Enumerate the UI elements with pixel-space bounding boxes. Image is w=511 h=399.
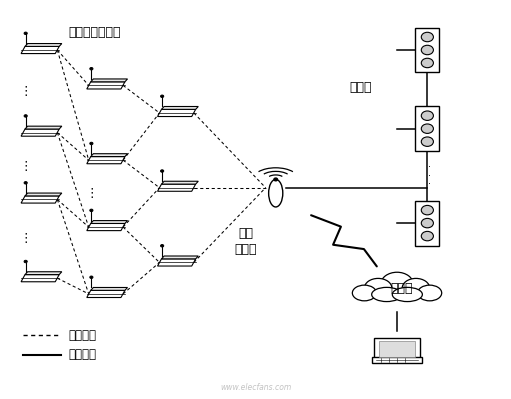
Polygon shape <box>21 196 59 203</box>
Circle shape <box>24 182 27 184</box>
Text: 城域网: 城域网 <box>391 282 413 294</box>
Circle shape <box>90 67 93 70</box>
Polygon shape <box>21 129 59 136</box>
Polygon shape <box>91 288 128 290</box>
Circle shape <box>90 276 93 279</box>
Polygon shape <box>157 109 196 117</box>
Circle shape <box>421 218 433 228</box>
Circle shape <box>24 115 27 117</box>
Ellipse shape <box>353 285 377 301</box>
FancyBboxPatch shape <box>415 201 439 245</box>
Circle shape <box>421 137 433 146</box>
Polygon shape <box>25 126 62 129</box>
Text: ⋮: ⋮ <box>19 85 32 98</box>
Polygon shape <box>161 256 198 259</box>
Circle shape <box>421 124 433 133</box>
Polygon shape <box>21 275 59 282</box>
FancyBboxPatch shape <box>415 28 439 72</box>
Ellipse shape <box>392 287 423 302</box>
Polygon shape <box>87 290 125 298</box>
Polygon shape <box>157 184 196 191</box>
Circle shape <box>421 58 433 68</box>
Text: 无线传感器节点: 无线传感器节点 <box>68 26 121 39</box>
Circle shape <box>274 178 277 181</box>
Text: ⋮: ⋮ <box>19 232 32 245</box>
Polygon shape <box>87 82 125 89</box>
Ellipse shape <box>269 180 283 207</box>
Text: ⋮: ⋮ <box>19 160 32 172</box>
Circle shape <box>421 231 433 241</box>
Polygon shape <box>161 181 198 184</box>
Polygon shape <box>161 107 198 109</box>
Polygon shape <box>25 193 62 196</box>
Text: 有线连接: 有线连接 <box>68 348 97 361</box>
Ellipse shape <box>402 279 430 298</box>
Circle shape <box>160 170 164 172</box>
Circle shape <box>160 245 164 247</box>
FancyBboxPatch shape <box>373 357 422 363</box>
Polygon shape <box>21 46 59 53</box>
Circle shape <box>160 95 164 97</box>
Polygon shape <box>157 259 196 266</box>
Text: ⋮: ⋮ <box>85 187 98 200</box>
Ellipse shape <box>417 285 442 301</box>
Circle shape <box>24 32 27 35</box>
Ellipse shape <box>381 272 413 296</box>
Ellipse shape <box>371 287 402 302</box>
Text: 集中
控制器: 集中 控制器 <box>234 227 257 256</box>
Polygon shape <box>25 272 62 275</box>
Circle shape <box>421 45 433 55</box>
Text: 交通灯: 交通灯 <box>349 81 371 94</box>
Ellipse shape <box>364 279 392 298</box>
Polygon shape <box>25 43 62 46</box>
FancyBboxPatch shape <box>379 341 415 357</box>
Polygon shape <box>91 79 128 82</box>
Polygon shape <box>91 221 128 223</box>
Polygon shape <box>87 156 125 164</box>
Circle shape <box>421 111 433 120</box>
Circle shape <box>90 209 93 211</box>
Polygon shape <box>91 154 128 156</box>
Circle shape <box>24 260 27 263</box>
FancyBboxPatch shape <box>375 338 420 360</box>
Circle shape <box>421 32 433 42</box>
FancyBboxPatch shape <box>415 106 439 151</box>
Circle shape <box>421 205 433 215</box>
Circle shape <box>90 142 93 145</box>
Text: ·
·
·: · · · <box>428 162 431 189</box>
Text: 无线连接: 无线连接 <box>68 329 97 342</box>
Polygon shape <box>87 223 125 231</box>
Text: www.elecfans.com: www.elecfans.com <box>220 383 291 392</box>
